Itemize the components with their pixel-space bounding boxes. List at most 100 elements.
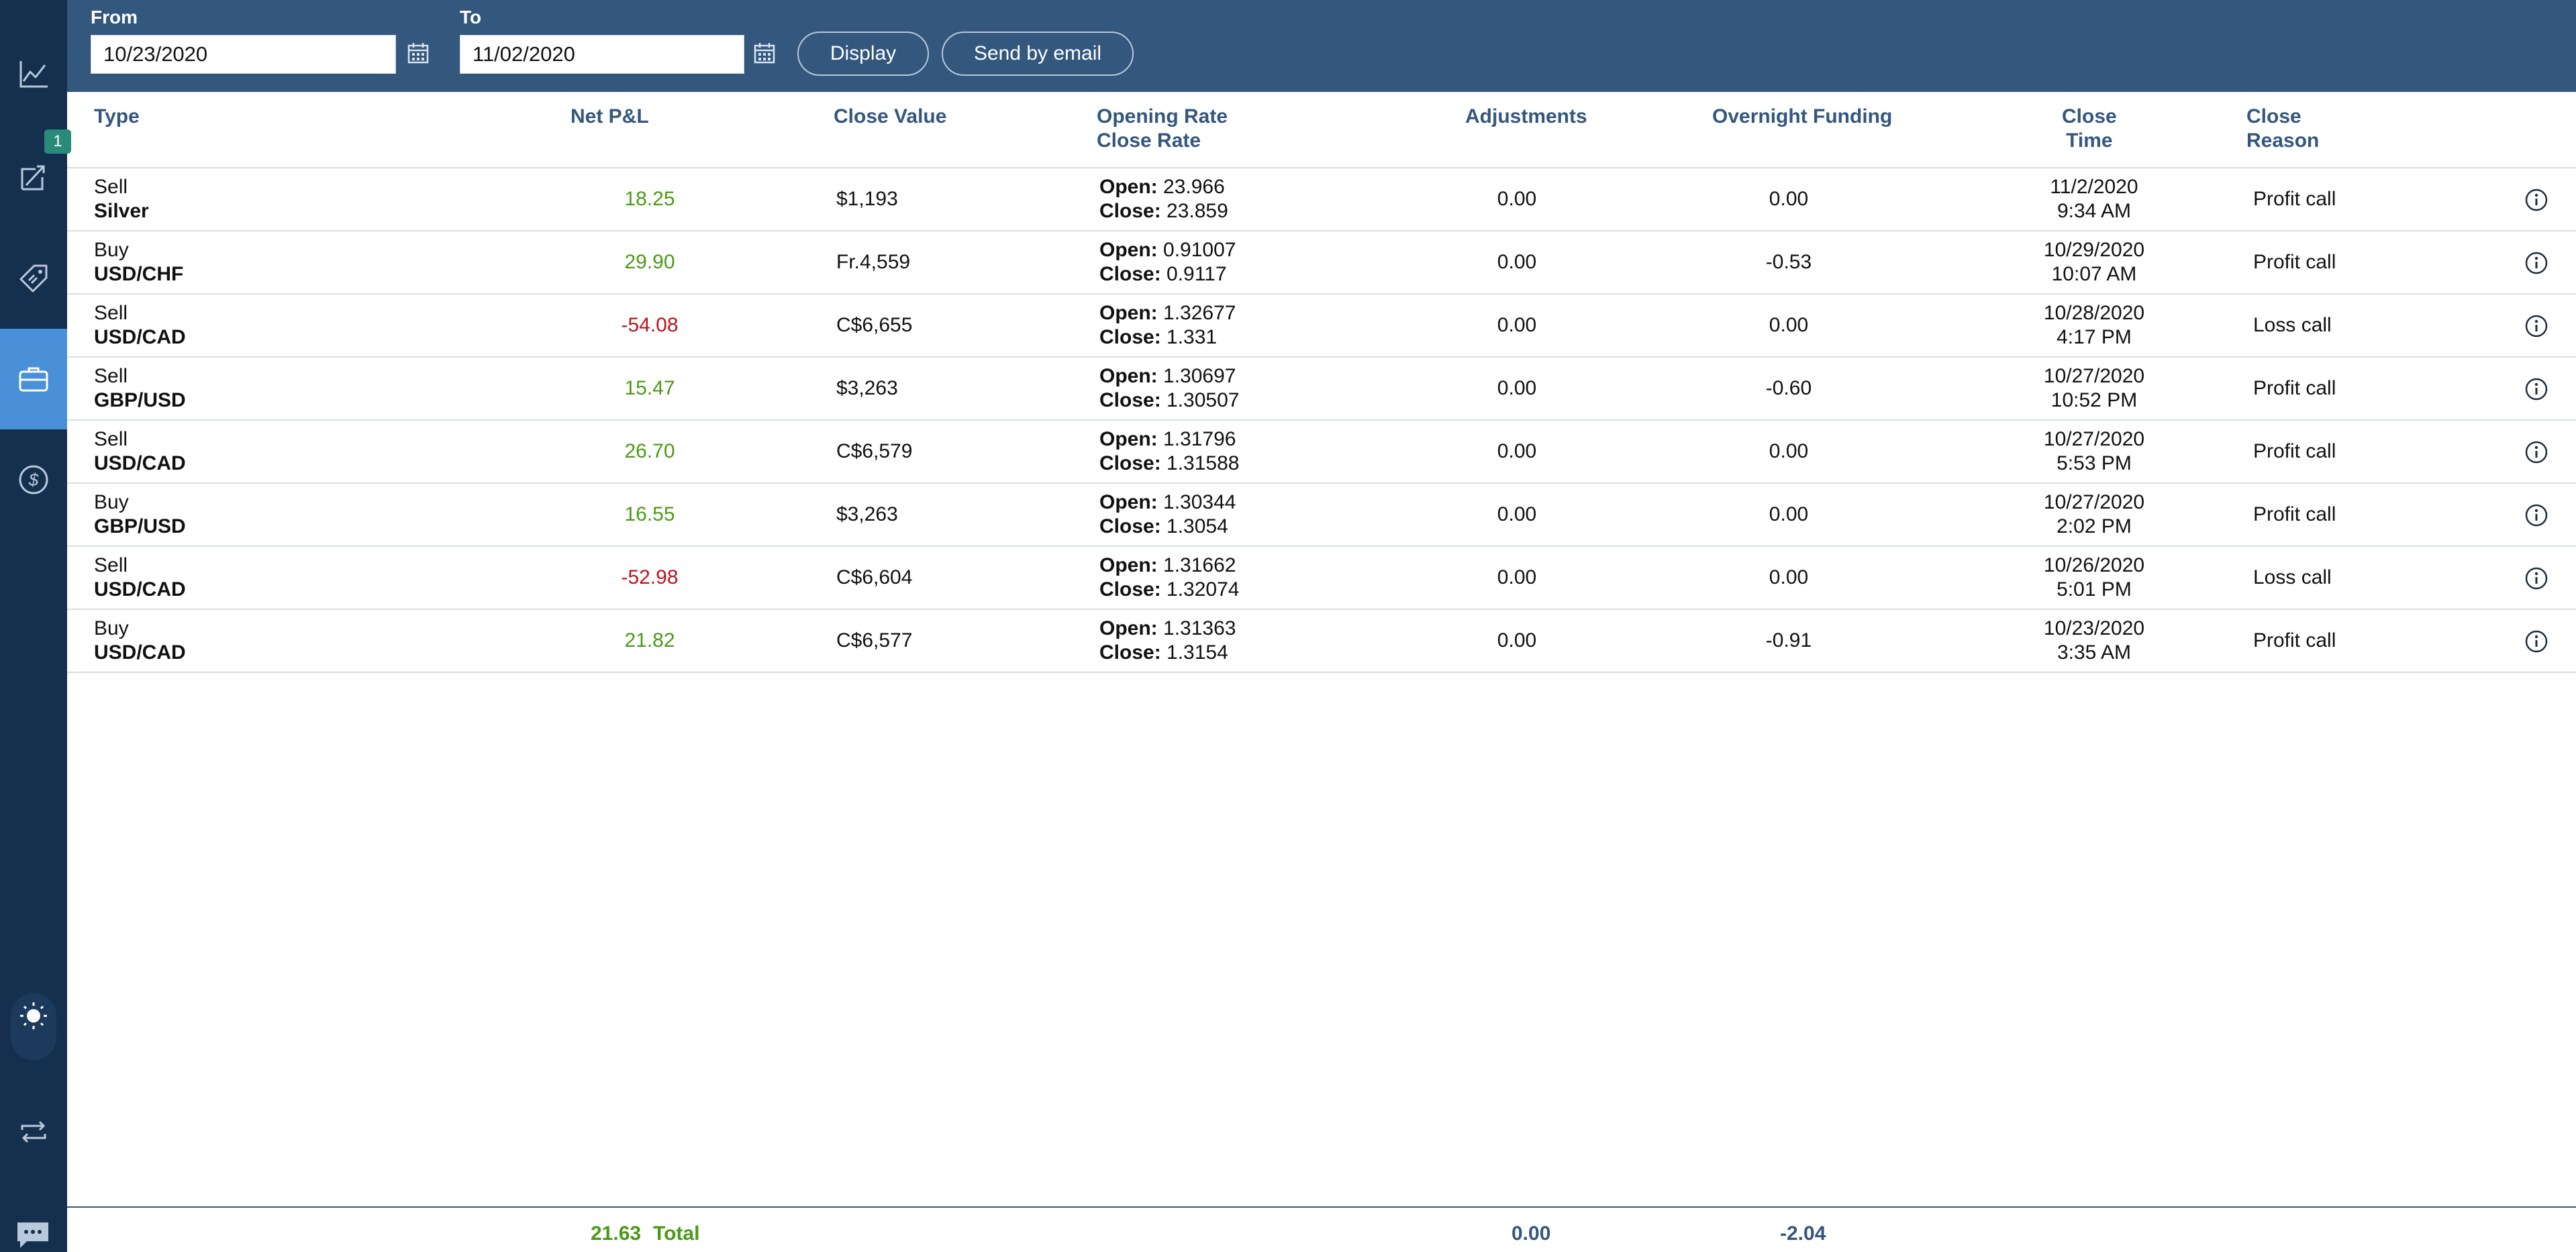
total-net-pnl: 21.63 [591, 1222, 642, 1245]
sidebar-item-positions[interactable] [0, 126, 67, 227]
instrument-name: USD/CHF [94, 263, 184, 285]
close-value: $1,193 [836, 188, 898, 210]
close-reason: Profit call [2253, 251, 2336, 273]
info-icon[interactable] [2524, 503, 2549, 528]
table-row[interactable]: Buy GBP/USD 16.55 $3,263 Open: 1.30344 Close:… [67, 484, 2576, 547]
sidebar-item-orders[interactable] [0, 228, 67, 329]
close-prefix: Close: [1099, 515, 1161, 537]
trade-side: Sell [94, 554, 128, 576]
close-time: 3:35 AM [2057, 641, 2132, 664]
trade-side: Buy [94, 617, 129, 639]
opening-rate: 23.966 [1163, 176, 1225, 198]
table-row[interactable]: Sell Silver 18.25 $1,193 Open: 23.966 Close: … [67, 168, 2576, 231]
opening-rate: 1.30344 [1163, 491, 1236, 513]
table-row[interactable]: Buy USD/CHF 29.90 Fr.4,559 Open: 0.91007 Clos… [67, 231, 2576, 295]
theme-toggle[interactable] [11, 993, 56, 1060]
footer-divider [67, 1206, 2576, 1208]
header-net-pnl[interactable]: Net P&L [571, 105, 649, 127]
header-adjustments[interactable]: Adjustments [1465, 105, 1587, 127]
to-date-input[interactable]: 11/02/2020 [460, 35, 744, 74]
close-prefix: Close: [1099, 452, 1161, 474]
close-value: $3,263 [836, 503, 898, 525]
close-value: C$6,577 [836, 629, 913, 651]
trade-side: Buy [94, 239, 129, 261]
sidebar-item-charts[interactable] [0, 23, 67, 124]
close-prefix: Close: [1099, 326, 1161, 348]
close-time-cell: 10/27/2020 10:52 PM [2027, 364, 2161, 413]
chat-icon[interactable] [15, 1220, 51, 1249]
info-icon[interactable] [2524, 439, 2549, 465]
net-pnl-value: -54.08 [621, 314, 679, 336]
trade-side: Sell [94, 302, 128, 324]
close-reason: Loss call [2253, 566, 2332, 588]
info-icon[interactable] [2524, 629, 2549, 654]
header-opening-close-rate[interactable]: Opening Rate Close Rate [1097, 105, 1228, 153]
calendar-icon[interactable] [407, 42, 430, 64]
opening-rate: 1.31662 [1163, 554, 1236, 576]
info-icon[interactable] [2524, 313, 2549, 339]
close-date: 11/2/2020 [2050, 176, 2138, 198]
header-close-rate: Close Rate [1097, 129, 1201, 152]
close-reason: Profit call [2253, 629, 2336, 651]
type-cell: Sell USD/CAD [94, 427, 186, 476]
table-row[interactable]: Buy USD/CAD 21.82 C$6,577 Open: 1.31363 Close… [67, 610, 2576, 673]
info-icon[interactable] [2524, 376, 2549, 402]
open-prefix: Open: [1099, 428, 1158, 450]
header-type[interactable]: Type [94, 105, 140, 127]
close-prefix: Close: [1099, 200, 1161, 222]
close-date: 10/26/2020 [2043, 554, 2145, 576]
adjustments-value: 0.00 [1497, 314, 1537, 336]
display-button[interactable]: Display [797, 32, 929, 76]
swap-icon [21, 1120, 46, 1143]
total-adjustments: 0.00 [1512, 1222, 1551, 1245]
adjustments-value: 0.00 [1497, 629, 1537, 651]
net-pnl-value: 21.82 [624, 629, 675, 651]
net-pnl-value: -52.98 [621, 566, 679, 588]
close-time-cell: 10/23/2020 3:35 AM [2027, 617, 2161, 665]
table-row[interactable]: Sell GBP/USD 15.47 $3,263 Open: 1.30697 Close… [67, 358, 2576, 421]
positions-count-badge: 1 [44, 129, 71, 154]
table-row[interactable]: Sell USD/CAD 26.70 C$6,579 Open: 1.31796 Clos… [67, 421, 2576, 484]
close-date: 10/28/2020 [2043, 302, 2145, 324]
close-date: 10/23/2020 [2043, 617, 2145, 639]
adjustments-value: 0.00 [1497, 503, 1537, 525]
instrument-name: USD/CAD [94, 641, 186, 664]
open-prefix: Open: [1099, 302, 1158, 324]
close-rate: 1.331 [1167, 326, 1218, 348]
sidebar-item-switch[interactable] [0, 1082, 67, 1182]
sidebar-item-history[interactable] [0, 329, 67, 429]
close-time: 5:53 PM [2057, 452, 2132, 474]
theme-toggle-icon [20, 1002, 47, 1029]
opening-rate: 1.31363 [1163, 617, 1236, 639]
close-time: 5:01 PM [2057, 578, 2132, 601]
net-pnl-value: 18.25 [624, 188, 675, 210]
sidebar-item-funds[interactable]: $ [0, 429, 67, 530]
opening-rate: 0.91007 [1163, 239, 1236, 261]
rates-cell: Open: 1.30344 Close: 1.3054 [1099, 490, 1236, 539]
close-time-cell: 10/27/2020 5:53 PM [2027, 427, 2161, 476]
info-icon[interactable] [2524, 566, 2549, 591]
header-overnight-funding[interactable]: Overnight Funding [1712, 105, 1893, 127]
calendar-icon[interactable] [753, 42, 776, 64]
net-pnl-value: 15.47 [624, 377, 675, 399]
svg-text:$: $ [28, 470, 39, 490]
from-label: From [91, 7, 138, 28]
rates-cell: Open: 23.966 Close: 23.859 [1099, 175, 1228, 223]
close-value: C$6,604 [836, 566, 913, 588]
header-close-time[interactable]: Close Time [2062, 105, 2117, 152]
header-close-reason[interactable]: Close Reason [2246, 105, 2320, 152]
overnight-funding-value: 0.00 [1769, 188, 1809, 210]
price-tag-icon [19, 264, 48, 293]
info-icon[interactable] [2524, 187, 2549, 213]
table-row[interactable]: Sell USD/CAD -54.08 C$6,655 Open: 1.32677 Clo… [67, 295, 2576, 358]
send-by-email-button[interactable]: Send by email [942, 32, 1134, 76]
type-cell: Buy GBP/USD [94, 490, 186, 539]
table-row[interactable]: Sell USD/CAD -52.98 C$6,604 Open: 1.31662 Clo… [67, 547, 2576, 610]
filter-bar: From 10/23/2020 To 11/02/2020 Display Se… [67, 0, 2576, 92]
to-label: To [460, 7, 482, 28]
open-prefix: Open: [1099, 617, 1158, 639]
header-close-value[interactable]: Close Value [834, 105, 947, 127]
close-value: $3,263 [836, 377, 898, 399]
from-date-input[interactable]: 10/23/2020 [91, 35, 396, 74]
info-icon[interactable] [2524, 250, 2549, 276]
